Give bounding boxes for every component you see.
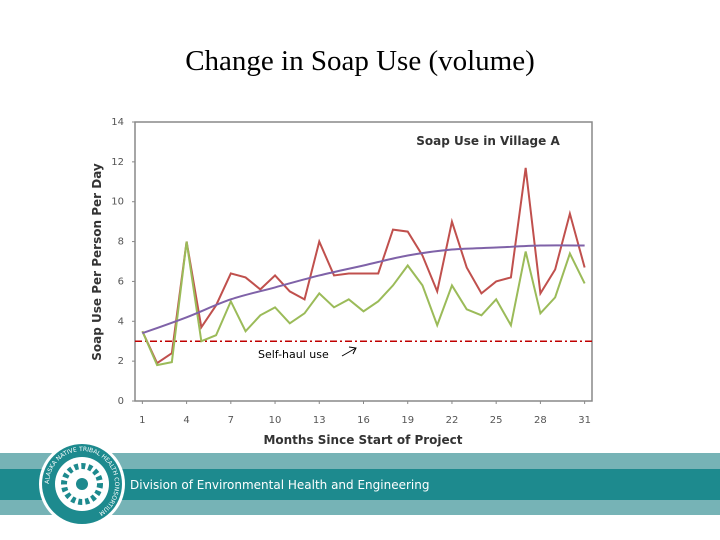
- x-axis-label: Months Since Start of Project: [263, 433, 462, 447]
- logo-pattern: [61, 463, 103, 505]
- series-line: [142, 244, 585, 335]
- x-tick-label: 16: [357, 415, 370, 426]
- y-tick-label: 0: [118, 396, 124, 407]
- y-tick-label: 4: [118, 316, 124, 327]
- x-tick-label: 4: [183, 415, 189, 426]
- series-line: [141, 241, 586, 367]
- x-tick-label: 7: [228, 415, 234, 426]
- y-tick-label: 10: [111, 197, 124, 208]
- x-tick-label: 10: [269, 415, 282, 426]
- footer-division: Division of Environmental Health and Eng…: [130, 478, 429, 492]
- y-tick-label: 2: [118, 356, 124, 367]
- slide-title: Change in Soap Use (volume): [185, 45, 535, 77]
- chart-title: Soap Use in Village A: [416, 134, 560, 148]
- y-tick-label: 8: [118, 237, 124, 248]
- y-tick-label: 6: [118, 276, 124, 287]
- x-tick-label: 28: [534, 415, 547, 426]
- x-tick-label: 22: [446, 415, 459, 426]
- x-tick-label: 13: [313, 415, 326, 426]
- y-tick-label: 12: [111, 157, 124, 168]
- x-tick-label: 1: [139, 415, 145, 426]
- reference-label: Self-haul use: [258, 348, 329, 361]
- x-tick-label: 25: [490, 415, 503, 426]
- x-tick-label: 19: [401, 415, 414, 426]
- x-tick-label: 31: [578, 415, 591, 426]
- logo-center: [76, 478, 88, 490]
- y-axis-label: Soap Use Per Person Per Day: [90, 163, 104, 361]
- y-tick-label: 14: [111, 117, 124, 128]
- annotation-arrow: [341, 346, 357, 357]
